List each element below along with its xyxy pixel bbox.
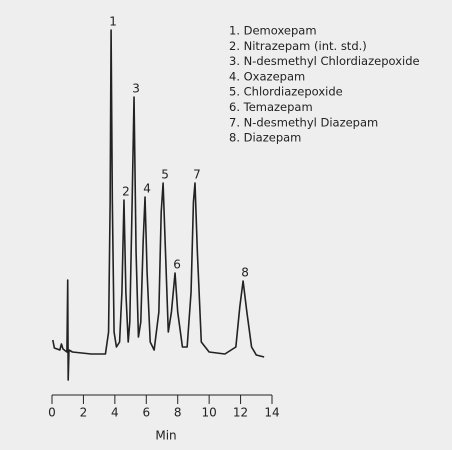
legend-entry: 1. Demoxepam [229, 24, 317, 38]
x-axis-label: Min [155, 429, 176, 443]
peak-label: 3 [132, 82, 140, 96]
x-tick-label: 2 [80, 406, 88, 420]
legend-entry: 3. N-desmethyl Chlordiazepoxide [229, 54, 420, 68]
x-tick-label: 12 [233, 406, 248, 420]
x-tick-label: 4 [111, 406, 119, 420]
legend-entry: 5. Chlordiazepoxide [229, 85, 343, 99]
peak-label: 7 [193, 168, 201, 182]
legend-entry: 2. Nitrazepam (int. std.) [229, 39, 367, 53]
legend-entry: 6. Temazepam [229, 100, 313, 114]
peak-label: 6 [173, 258, 181, 272]
peak-label: 1 [109, 15, 117, 29]
legend-entry: 7. N-desmethyl Diazepam [229, 115, 378, 129]
legend-entry: 8. Diazepam [229, 131, 301, 145]
peak-label: 8 [241, 266, 249, 280]
peak-label: 2 [122, 185, 130, 199]
x-tick-label: 14 [264, 406, 279, 420]
peak-label: 4 [143, 182, 151, 196]
legend-entry: 4. Oxazepam [229, 69, 305, 83]
x-tick-label: 6 [142, 406, 150, 420]
x-tick-label: 10 [202, 406, 217, 420]
chromatogram-trace [52, 29, 265, 381]
x-tick-label: 0 [48, 406, 56, 420]
x-tick-label: 8 [174, 406, 182, 420]
peak-label: 5 [161, 168, 169, 182]
